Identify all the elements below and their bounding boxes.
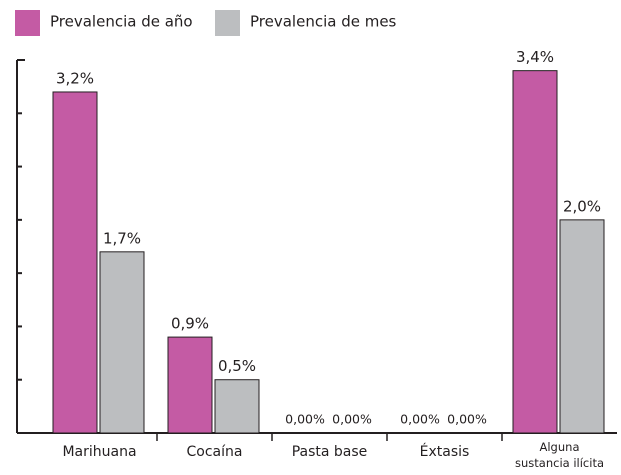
- value-label: 0,5%: [218, 357, 256, 375]
- value-label: 3,2%: [56, 69, 94, 87]
- bar: [99, 251, 145, 434]
- x-tick-label: Marihuana: [62, 444, 136, 460]
- bar: [167, 336, 213, 434]
- legend-swatch: [15, 10, 40, 36]
- value-label: 0,00%: [400, 412, 440, 427]
- bar: [559, 219, 605, 434]
- value-label: 1,7%: [103, 229, 141, 247]
- value-label: 0,9%: [171, 315, 209, 333]
- legend-label: Prevalencia de mes: [250, 13, 397, 31]
- value-label: 2,0%: [563, 197, 601, 215]
- x-tick-label: Cocaína: [187, 444, 243, 460]
- value-label: 0,00%: [332, 412, 372, 427]
- value-label: 0,00%: [447, 412, 487, 427]
- bar: [52, 91, 98, 434]
- value-label: 0,00%: [285, 412, 325, 427]
- legend-swatch: [215, 10, 240, 36]
- x-tick-label: Alguna sustancia ilícita: [515, 440, 604, 470]
- x-tick-label: Éxtasis: [420, 443, 470, 460]
- legend-label: Prevalencia de año: [50, 13, 193, 31]
- value-label: 3,4%: [516, 48, 554, 66]
- bar: [512, 70, 558, 434]
- bar: [214, 379, 260, 434]
- x-tick-label: Pasta base: [292, 444, 368, 460]
